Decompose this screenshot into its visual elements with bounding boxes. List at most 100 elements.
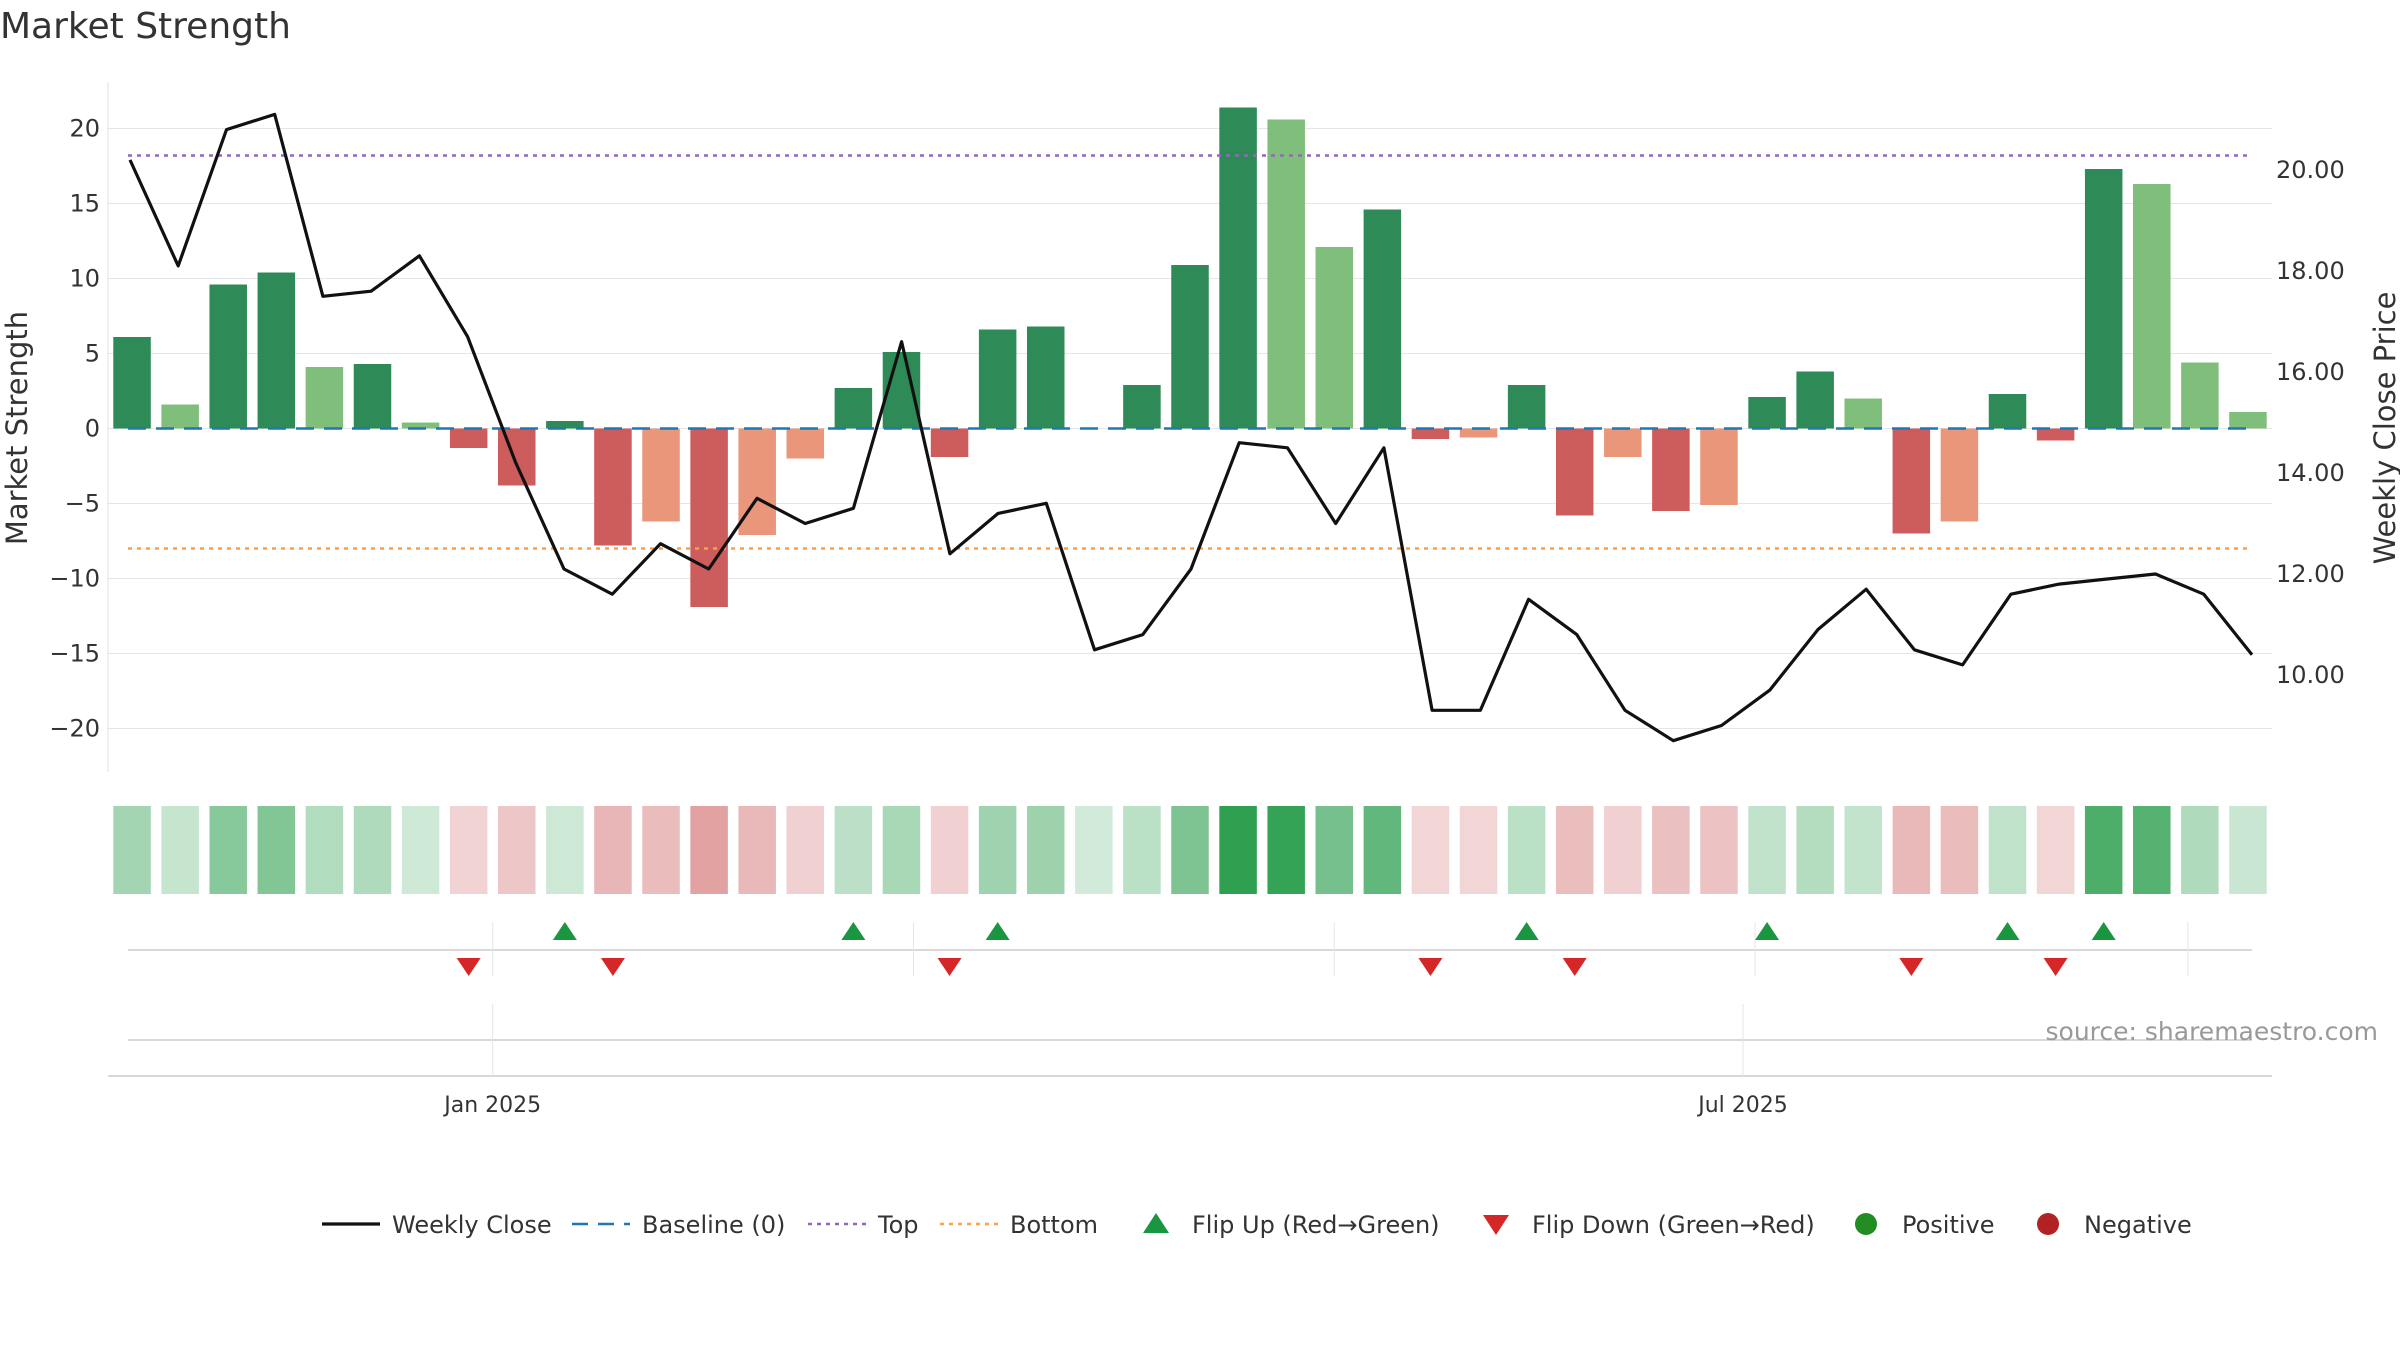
chart-title: Market Strength — [0, 6, 291, 47]
strength-bar — [1411, 428, 1450, 439]
flip-up-marker — [2091, 922, 2116, 940]
heat-cell — [209, 806, 247, 894]
flip-up-marker — [1514, 922, 1539, 940]
heat-cell — [2181, 806, 2219, 894]
strength-bar — [2133, 184, 2171, 429]
reference-lines — [128, 154, 2252, 550]
heat-cell — [2133, 806, 2171, 894]
heat-cell — [1748, 806, 1786, 894]
heat-cell — [546, 806, 584, 894]
heat-cell — [1652, 806, 1690, 894]
legend-label: Flip Down (Green→Red) — [1532, 1211, 1815, 1239]
strength-bar — [1555, 428, 1594, 516]
flip-down-marker — [1899, 958, 1924, 976]
date-axis: Jan 2025 Jul 2025 — [107, 82, 2272, 1118]
strength-bar — [1940, 428, 1979, 522]
source-credit: source: sharemaestro.com — [2046, 1017, 2379, 1046]
heat-cell — [1604, 806, 1642, 894]
strength-bar — [113, 337, 151, 429]
strength-bar — [834, 388, 873, 429]
y-tick-label: −5 — [65, 490, 100, 518]
strength-bar — [498, 428, 536, 486]
heat-cell — [738, 806, 776, 894]
heat-cell — [1123, 806, 1161, 894]
legend-label: Flip Up (Red→Green) — [1192, 1211, 1440, 1239]
heat-cell — [1892, 806, 1931, 894]
flip-down-marker — [1562, 958, 1587, 976]
heat-cell — [690, 806, 728, 894]
heat-cell — [449, 806, 488, 894]
y-tick-label: 0 — [85, 415, 100, 443]
heat-cell — [2229, 806, 2267, 894]
strength-bar — [353, 364, 392, 429]
weekly-close-polyline — [128, 112, 2254, 743]
legend-label: Positive — [1902, 1211, 1995, 1239]
heat-cell — [642, 806, 680, 894]
flip-down-marker — [600, 958, 625, 976]
legend-swatch-negative — [2037, 1213, 2059, 1235]
axis-ticks: 20 15 10 5 0 −15 −10 −5 −20 20.00 18.00 16.00 14.00 1… — [49, 115, 2344, 743]
flip-down-marker — [1418, 958, 1443, 976]
y2-tick-label: 10.00 — [2276, 661, 2345, 689]
strength-bar — [1988, 394, 2027, 429]
y-tick-label: −15 — [49, 640, 100, 668]
heat-cell — [1988, 806, 2027, 894]
heat-cell — [1700, 806, 1738, 894]
strength-bar — [401, 422, 440, 429]
heat-cell — [2036, 806, 2075, 894]
y-tick-label: −10 — [49, 565, 100, 593]
flip-down-marker — [456, 958, 481, 976]
legend-label: Top — [877, 1211, 919, 1239]
strength-bar — [594, 428, 632, 546]
strength-bar — [1171, 265, 1209, 429]
strength-bar — [1892, 428, 1931, 534]
strength-bar — [690, 428, 728, 607]
flip-up-marker — [985, 922, 1010, 940]
flip-up-marker — [841, 922, 866, 940]
strength-bar — [1700, 428, 1738, 505]
strength-bar — [305, 367, 344, 429]
strength-bar — [1844, 398, 1882, 429]
heat-cell — [882, 806, 921, 894]
heat-cell — [498, 806, 536, 894]
strength-bar — [1748, 397, 1786, 429]
heat-cell — [161, 806, 199, 894]
y-tick-label: 15 — [69, 190, 100, 218]
strength-bar — [1363, 209, 1402, 429]
strength-bar — [1123, 385, 1161, 429]
heat-cell — [305, 806, 344, 894]
legend-label: Weekly Close — [392, 1211, 552, 1239]
strength-bar — [1459, 428, 1498, 438]
heat-cell — [1171, 806, 1209, 894]
flip-up-marker — [1755, 922, 1780, 940]
heat-cell — [1459, 806, 1498, 894]
y-tick-label: −20 — [49, 715, 100, 743]
heat-cell — [401, 806, 440, 894]
heat-cell — [1026, 806, 1065, 894]
y-tick-label: 5 — [85, 340, 100, 368]
strength-bar — [1652, 428, 1690, 511]
y2-tick-label: 12.00 — [2276, 560, 2345, 588]
flip-up-marker — [1995, 922, 2020, 940]
strength-bar — [2036, 428, 2075, 441]
x-date-label: Jul 2025 — [1696, 1093, 1788, 1118]
heat-cell — [594, 806, 632, 894]
heat-cell — [1555, 806, 1594, 894]
heat-cell — [1219, 806, 1257, 894]
strength-bar — [1315, 247, 1354, 429]
y2-tick-label: 16.00 — [2276, 358, 2345, 386]
strength-bar — [257, 272, 296, 429]
heat-cell — [257, 806, 296, 894]
y-tick-label: 20 — [69, 115, 100, 143]
y2-axis-label: Weekly Close Price — [2368, 292, 2400, 565]
strength-bar — [2229, 412, 2267, 429]
heat-cell — [1411, 806, 1450, 894]
heat-cell — [1075, 806, 1113, 894]
strength-bar — [1219, 107, 1257, 429]
y2-tick-label: 20.00 — [2276, 156, 2345, 184]
strength-bar — [1267, 119, 1305, 429]
strength-bar — [2181, 362, 2219, 429]
strength-bar — [546, 421, 584, 429]
y-axis-label: Market Strength — [0, 311, 34, 545]
